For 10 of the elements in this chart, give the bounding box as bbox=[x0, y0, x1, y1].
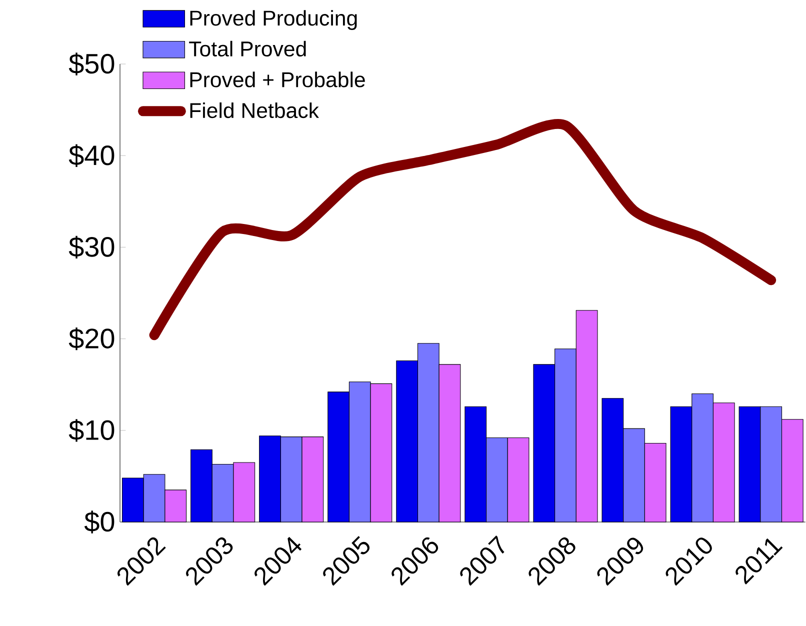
y-tick-label: $20 bbox=[68, 327, 114, 350]
legend-label: Total Proved bbox=[189, 40, 306, 57]
legend-label: Proved + Probable bbox=[190, 72, 365, 88]
y-tick-label: $0 bbox=[84, 510, 114, 534]
legend-label: Field Netback bbox=[190, 102, 319, 118]
legend-label: Proved Producing bbox=[190, 10, 357, 30]
y-tick-label: $40 bbox=[68, 144, 114, 167]
y-tick-label: $30 bbox=[68, 236, 114, 259]
y-tick-label: $10 bbox=[68, 419, 114, 442]
y-tick-label: $50 bbox=[68, 52, 114, 76]
